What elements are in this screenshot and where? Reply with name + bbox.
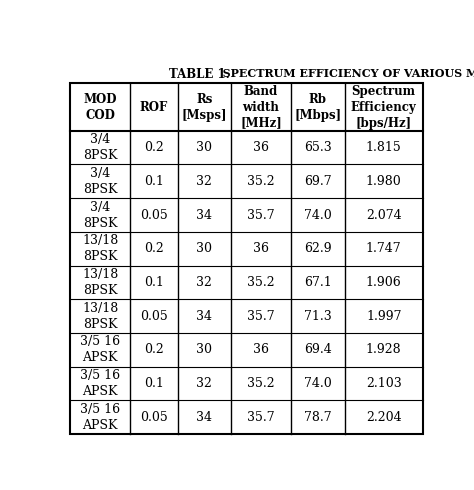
Text: 13/18
8PSK: 13/18 8PSK	[82, 268, 118, 297]
Text: SPECTRUM EFFICIENCY OF VARIOUS MODCODS: SPECTRUM EFFICIENCY OF VARIOUS MODCODS	[211, 68, 474, 79]
Text: Band
width
[MHz]: Band width [MHz]	[240, 84, 282, 129]
Text: 35.7: 35.7	[247, 209, 275, 221]
Text: 30: 30	[196, 141, 212, 154]
Text: 3/5 16
APSK: 3/5 16 APSK	[80, 369, 120, 398]
Text: 35.2: 35.2	[247, 175, 275, 188]
Text: 1.906: 1.906	[366, 276, 401, 289]
Text: 3/4
8PSK: 3/4 8PSK	[83, 200, 118, 229]
Text: 1.815: 1.815	[366, 141, 401, 154]
Text: 2.074: 2.074	[366, 209, 401, 221]
Text: 62.9: 62.9	[304, 242, 331, 255]
Text: 3/4
8PSK: 3/4 8PSK	[83, 133, 118, 162]
Text: 13/18
8PSK: 13/18 8PSK	[82, 234, 118, 263]
Text: 0.2: 0.2	[144, 141, 164, 154]
Text: 0.2: 0.2	[144, 242, 164, 255]
Text: 30: 30	[196, 343, 212, 356]
Text: 0.1: 0.1	[144, 276, 164, 289]
Text: Spectrum
Efficiency
[bps/Hz]: Spectrum Efficiency [bps/Hz]	[351, 84, 417, 129]
Text: 34: 34	[196, 411, 212, 424]
Text: 30: 30	[196, 242, 212, 255]
Text: 1.997: 1.997	[366, 310, 401, 323]
Text: 74.0: 74.0	[304, 209, 332, 221]
Text: 32: 32	[196, 175, 212, 188]
Text: 3/5 16
APSK: 3/5 16 APSK	[80, 335, 120, 365]
Text: ROF: ROF	[140, 100, 168, 114]
Text: 36: 36	[253, 242, 269, 255]
Text: 0.2: 0.2	[144, 343, 164, 356]
Text: 3/4
8PSK: 3/4 8PSK	[83, 167, 118, 196]
Text: 35.2: 35.2	[247, 377, 275, 390]
Text: 3/5 16
APSK: 3/5 16 APSK	[80, 403, 120, 432]
Text: 0.05: 0.05	[140, 209, 168, 221]
Text: 1.747: 1.747	[366, 242, 401, 255]
Text: 2.103: 2.103	[366, 377, 401, 390]
Text: Rs
[Msps]: Rs [Msps]	[182, 93, 227, 122]
Text: 67.1: 67.1	[304, 276, 332, 289]
Text: 35.7: 35.7	[247, 310, 275, 323]
Text: 0.05: 0.05	[140, 310, 168, 323]
Text: MOD
COD: MOD COD	[83, 93, 117, 122]
Text: 2.204: 2.204	[366, 411, 401, 424]
Text: 34: 34	[196, 209, 212, 221]
Text: 69.7: 69.7	[304, 175, 331, 188]
Text: 13/18
8PSK: 13/18 8PSK	[82, 302, 118, 331]
Text: TABLE 1.: TABLE 1.	[169, 68, 230, 81]
Text: 1.980: 1.980	[366, 175, 401, 188]
Text: Rb
[Mbps]: Rb [Mbps]	[294, 93, 341, 122]
Text: 0.1: 0.1	[144, 175, 164, 188]
Text: 32: 32	[196, 377, 212, 390]
Text: 35.2: 35.2	[247, 276, 275, 289]
Text: 34: 34	[196, 310, 212, 323]
Text: 35.7: 35.7	[247, 411, 275, 424]
Text: 74.0: 74.0	[304, 377, 332, 390]
Text: 32: 32	[196, 276, 212, 289]
Text: 71.3: 71.3	[304, 310, 332, 323]
Text: 36: 36	[253, 141, 269, 154]
Text: 69.4: 69.4	[304, 343, 332, 356]
Text: 65.3: 65.3	[304, 141, 332, 154]
Text: 36: 36	[253, 343, 269, 356]
Text: 0.1: 0.1	[144, 377, 164, 390]
Text: 0.05: 0.05	[140, 411, 168, 424]
Text: 78.7: 78.7	[304, 411, 331, 424]
Text: 1.928: 1.928	[366, 343, 401, 356]
